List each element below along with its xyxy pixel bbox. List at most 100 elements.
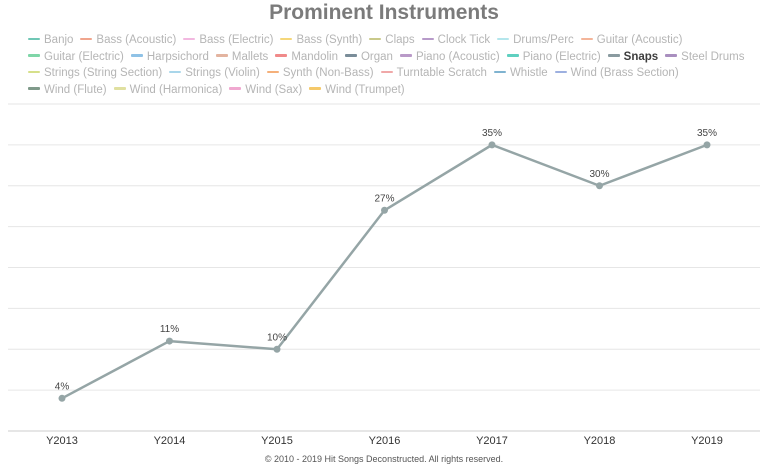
legend-item[interactable]: Mallets <box>215 49 268 66</box>
legend-label: Mandolin <box>291 50 338 63</box>
legend-swatch <box>130 54 143 57</box>
legend-swatch <box>369 37 382 41</box>
x-tick-label: Y2019 <box>691 435 723 447</box>
legend-swatch <box>380 70 393 74</box>
legend-item[interactable]: Bass (Electric) <box>183 32 273 49</box>
legend-swatch <box>266 70 279 74</box>
data-point[interactable] <box>488 141 496 149</box>
legend-item[interactable]: Snaps <box>607 49 659 66</box>
x-tick-label: Y2016 <box>369 435 401 447</box>
legend-item[interactable]: Wind (Harmonica) <box>113 82 223 99</box>
legend-swatch <box>607 54 620 57</box>
legend-swatch <box>580 37 593 41</box>
legend-item[interactable]: Steel Drums <box>665 49 744 66</box>
legend-swatch <box>665 54 678 57</box>
legend-label: Guitar (Acoustic) <box>596 34 683 46</box>
legend-label: Guitar (Electric) <box>44 50 124 63</box>
legend-label: Organ <box>360 50 393 63</box>
legend-label: Wind (Harmonica) <box>129 83 223 96</box>
legend-label: Turntable Scratch <box>396 67 487 79</box>
legend-label: Harpsichord <box>146 50 209 63</box>
legend-label: Bass (Acoustic) <box>96 34 177 46</box>
x-tick-label: Y2014 <box>154 435 186 447</box>
data-point[interactable] <box>273 345 281 353</box>
legend-swatch <box>275 54 288 57</box>
legend-item[interactable]: Wind (Flute) <box>28 82 107 99</box>
legend-label: Bass (Electric) <box>199 34 274 46</box>
data-point[interactable] <box>58 394 66 402</box>
x-tick-label: Y2013 <box>46 435 78 447</box>
legend-label: Snaps <box>623 50 659 63</box>
data-label: 30% <box>589 169 609 180</box>
legend-item[interactable]: Strings (String Section) <box>28 65 162 82</box>
data-point[interactable] <box>596 182 603 190</box>
legend-label: Bass (Synth) <box>296 34 363 46</box>
legend-swatch <box>169 70 182 74</box>
legend-item[interactable]: Banjo <box>28 32 73 49</box>
legend-swatch <box>399 54 412 57</box>
legend-label: Synth (Non-Bass) <box>282 67 374 79</box>
legend-swatch <box>493 70 506 74</box>
legend-item[interactable]: Wind (Brass Section) <box>554 65 679 82</box>
legend-item[interactable]: Wind (Sax) <box>229 82 302 99</box>
data-label: 10% <box>267 332 287 343</box>
data-point[interactable] <box>166 337 173 345</box>
legend-swatch <box>421 37 434 41</box>
legend-item[interactable]: Synth (Non-Bass) <box>266 65 374 82</box>
legend-item[interactable]: Whistle <box>493 65 548 82</box>
legend-label: Strings (String Section) <box>44 67 163 79</box>
legend-swatch <box>28 37 40 41</box>
legend-label: Whistle <box>509 67 548 79</box>
legend-swatch <box>183 37 196 41</box>
legend-swatch <box>344 54 357 57</box>
data-point[interactable] <box>381 206 388 214</box>
legend-label: Wind (Brass Section) <box>570 67 679 79</box>
legend-item[interactable]: Strings (Violin) <box>169 65 260 82</box>
legend-item[interactable]: Guitar (Electric) <box>28 49 124 66</box>
legend-item[interactable]: Bass (Synth) <box>280 32 362 49</box>
legend-item[interactable]: Mandolin <box>275 49 338 66</box>
legend-item[interactable]: Organ <box>344 49 393 66</box>
legend-swatch <box>28 54 40 57</box>
legend-label: Piano (Electric) <box>522 50 601 63</box>
legend-label: Strings (Violin) <box>185 67 260 79</box>
legend-swatch <box>28 87 40 90</box>
chart-legend: Banjo Bass (Acoustic) Bass (Electric) Bass … <box>28 32 758 98</box>
legend-label: Claps <box>385 34 415 46</box>
legend-item[interactable]: Turntable Scratch <box>380 65 487 82</box>
legend-swatch <box>80 37 93 41</box>
legend-swatch <box>229 87 242 90</box>
legend-item[interactable]: Guitar (Acoustic) <box>580 32 683 49</box>
legend-swatch <box>554 70 567 74</box>
legend-item[interactable]: Harpsichord <box>130 49 209 66</box>
x-tick-label: Y2015 <box>261 435 293 447</box>
data-label: 27% <box>374 193 394 204</box>
data-label: 4% <box>55 381 70 392</box>
legend-item[interactable]: Clock Tick <box>421 32 490 49</box>
legend-item[interactable]: Piano (Acoustic) <box>399 49 500 66</box>
legend-label: Steel Drums <box>681 50 745 63</box>
legend-swatch <box>497 37 510 41</box>
legend-item[interactable]: Piano (Electric) <box>506 49 601 66</box>
x-tick-label: Y2017 <box>476 435 508 447</box>
data-point[interactable] <box>703 141 711 149</box>
copyright-footer: © 2010 - 2019 Hit Songs Deconstructed. A… <box>264 454 504 464</box>
chart-title: Prominent Instruments <box>269 1 499 24</box>
legend-item[interactable]: Claps <box>369 32 415 49</box>
legend-swatch <box>309 87 322 90</box>
legend-label: Wind (Flute) <box>44 83 107 96</box>
legend-label: Drums/Perc <box>513 34 574 46</box>
legend-swatch <box>280 37 293 41</box>
legend-label: Piano (Acoustic) <box>415 50 500 63</box>
x-tick-label: Y2018 <box>584 435 616 447</box>
legend-item[interactable]: Drums/Perc <box>497 32 574 49</box>
legend-item[interactable]: Bass (Acoustic) <box>80 32 176 49</box>
legend-swatch <box>113 87 126 90</box>
data-label: 35% <box>482 128 502 139</box>
legend-label: Banjo <box>44 34 74 46</box>
legend-swatch <box>28 70 40 74</box>
legend-item[interactable]: Wind (Trumpet) <box>309 82 405 99</box>
legend-label: Wind (Trumpet) <box>325 83 405 96</box>
legend-swatch <box>506 54 519 57</box>
